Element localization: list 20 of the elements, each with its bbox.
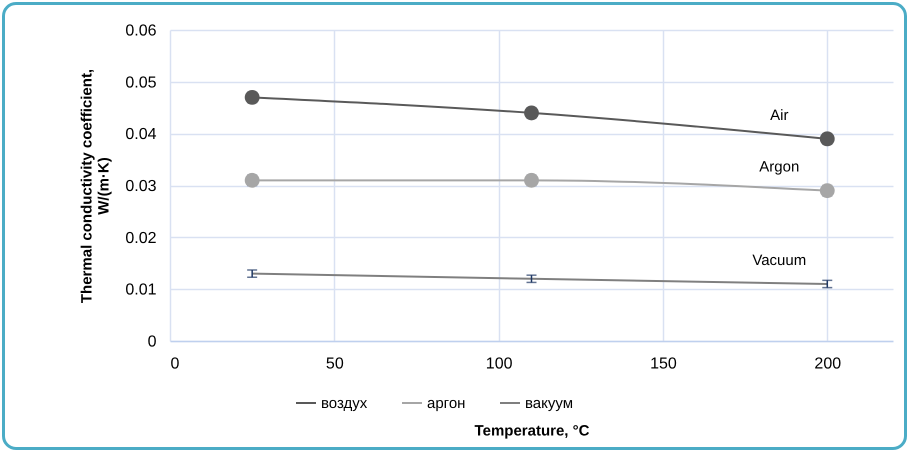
- annotation: Vacuum: [752, 252, 806, 269]
- legend-label: вакуум: [525, 395, 574, 412]
- legend-label: аргон: [427, 395, 466, 412]
- y-tick-label: 0.06: [125, 22, 157, 40]
- y-tick-label: 0: [148, 334, 157, 350]
- y-tick-label: 0.05: [125, 74, 157, 92]
- x-tick-label: 50: [326, 356, 344, 372]
- x-tick-label: 100: [486, 356, 513, 372]
- y-tick-label: 0.04: [125, 126, 157, 144]
- x-tick-label: 0: [170, 356, 180, 372]
- x-tick-label: 200: [814, 356, 842, 372]
- y-tick-label: 0.02: [125, 230, 157, 247]
- x-tick-label: 150: [650, 356, 677, 372]
- x-axis-title: Temperature, °C: [474, 422, 590, 440]
- annotation: Argon: [759, 158, 800, 176]
- legend-label: воздух: [321, 395, 368, 412]
- y-tick-label: 0.03: [125, 178, 157, 195]
- y-axis-title: Thermal conductivity coefficient, W/(m·K): [78, 68, 112, 304]
- y-tick-label: 0.01: [125, 282, 157, 299]
- annotation: Air: [770, 106, 788, 124]
